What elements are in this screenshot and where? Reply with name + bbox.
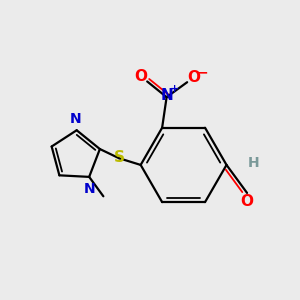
Text: H: H (248, 156, 259, 170)
Text: O: O (134, 69, 147, 84)
Text: N: N (84, 182, 96, 196)
Text: S: S (113, 150, 124, 165)
Text: N: N (161, 88, 174, 103)
Text: O: O (188, 70, 200, 85)
Text: N: N (70, 112, 82, 126)
Text: O: O (241, 194, 254, 208)
Text: +: + (169, 84, 179, 94)
Text: −: − (197, 65, 208, 79)
